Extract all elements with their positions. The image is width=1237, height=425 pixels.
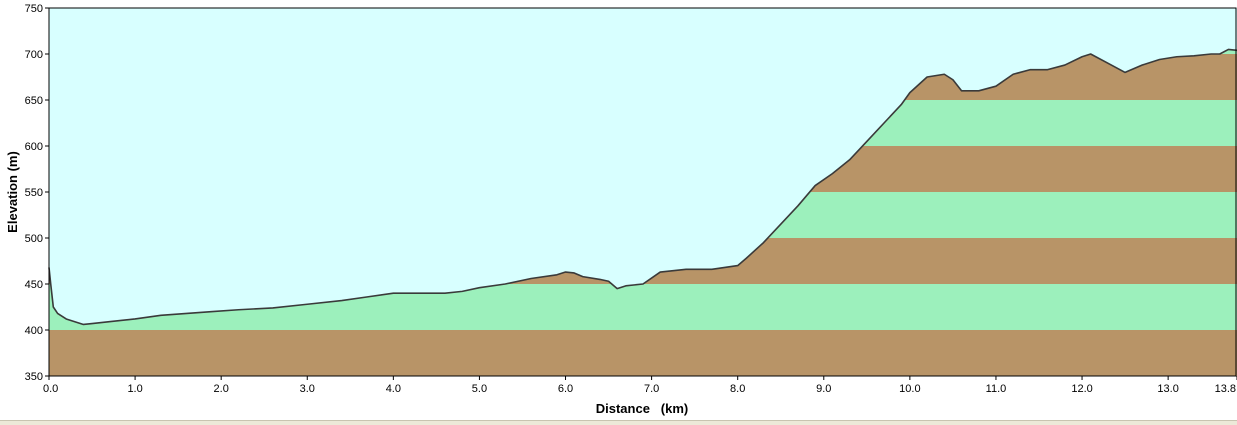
- y-tick-label: 700: [25, 49, 43, 61]
- axis-ticks: 350 400 450 500 550 600 650 700 750 0.0 1.0 2.0 3.0 4…: [25, 3, 1237, 395]
- x-tick-label: 13.8: [1215, 383, 1236, 395]
- window-bottom-strip: [0, 420, 1237, 425]
- x-tick-label: 0.0: [43, 383, 58, 395]
- x-tick-label: 1.0: [127, 383, 142, 395]
- x-tick-label: 4.0: [386, 383, 401, 395]
- x-tick-label: 7.0: [644, 383, 659, 395]
- x-tick-label: 6.0: [558, 383, 573, 395]
- y-tick-label: 500: [25, 233, 43, 245]
- x-tick-label: 5.0: [472, 383, 487, 395]
- x-tick-label: 10.0: [899, 383, 920, 395]
- elevation-bands: [49, 8, 1237, 376]
- x-tick-label: 8.0: [730, 383, 745, 395]
- y-tick-label: 750: [25, 3, 43, 15]
- x-tick-label: 3.0: [300, 383, 315, 395]
- x-tick-label: 2.0: [214, 383, 229, 395]
- x-tick-label: 11.0: [986, 383, 1007, 395]
- x-tick-label: 13.0: [1157, 383, 1178, 395]
- y-tick-label: 400: [25, 325, 43, 337]
- y-tick-label: 350: [25, 371, 43, 383]
- profile-area: [48, 48, 1237, 326]
- y-axis-title: Elevation (m): [5, 151, 20, 233]
- y-tick-label: 550: [25, 187, 43, 199]
- y-tick-label: 600: [25, 141, 43, 153]
- profile-line: [48, 48, 1237, 326]
- x-tick-label: 12.0: [1071, 383, 1092, 395]
- elevation-band: [49, 330, 1237, 376]
- y-tick-label: 650: [25, 95, 43, 107]
- y-tick-label: 450: [25, 279, 43, 291]
- x-axis-title: Distance (km): [596, 401, 688, 416]
- x-tick-label: 9.0: [816, 383, 831, 395]
